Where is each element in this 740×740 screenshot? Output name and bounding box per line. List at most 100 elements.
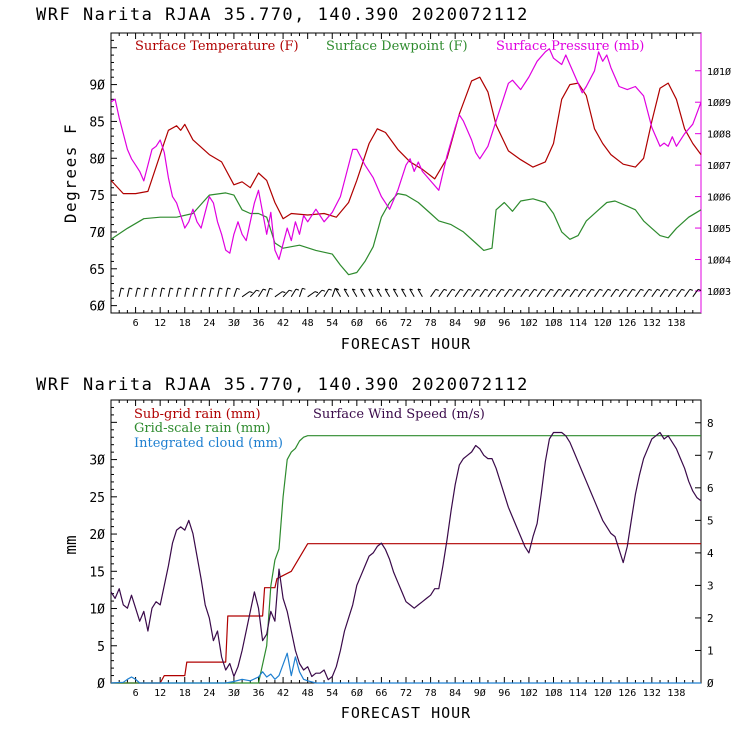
bottom-y-axis-label: mm — [61, 535, 80, 554]
wind-barb-flag — [550, 288, 554, 291]
x-tick-label: 126 — [618, 688, 636, 699]
x-tick-label: 132 — [643, 318, 661, 329]
wind-barb — [368, 288, 374, 298]
x-tick-label: 54 — [326, 688, 338, 699]
x-tick-label: 72 — [400, 318, 412, 329]
wind-barb — [544, 289, 551, 298]
x-tick-label: 84 — [449, 318, 461, 329]
top-chart-title: WRF Narita RJAA 35.770, 140.390 20200721… — [36, 5, 529, 25]
wind-barb — [553, 289, 560, 298]
wind-barb-flag — [393, 288, 397, 291]
wind-barb — [577, 289, 584, 298]
wind-barb-flag — [211, 287, 215, 290]
wind-barb-flag — [120, 287, 125, 290]
wind-barb — [192, 287, 196, 297]
x-tick-label: 66 — [375, 318, 387, 329]
bottom-chart-title: WRF Narita RJAA 35.770, 140.390 20200721… — [36, 375, 529, 395]
x-tick-label: 72 — [400, 688, 412, 699]
wind-barb — [528, 289, 535, 298]
wind-barb — [200, 287, 204, 297]
wind-barb-flag — [492, 288, 497, 291]
x-tick-label: 48 — [302, 688, 314, 699]
wind-barb-flag — [583, 288, 587, 291]
wind-barb — [241, 291, 250, 298]
x-tick-label: 78 — [425, 688, 437, 699]
wind-barb — [585, 289, 592, 298]
legend-subgrid-rain: Sub-grid rain (mm) — [134, 407, 261, 422]
x-tick-label: 66 — [375, 688, 387, 699]
sub-grid-rain-line — [111, 543, 701, 684]
wind-barb-flag — [509, 288, 513, 291]
wind-barb — [479, 289, 486, 298]
wind-barb-flag — [321, 289, 326, 292]
wind-barb — [594, 289, 601, 298]
top-y-axis: 6Ø 65 7Ø 75 8Ø 85 9Ø — [89, 32, 117, 315]
x-tick-label: 84 — [449, 688, 461, 699]
wind-barb — [409, 288, 415, 298]
wind-barb-flag — [648, 288, 652, 291]
y-tick-label: 6Ø — [89, 300, 105, 315]
wind-barb — [561, 289, 568, 298]
wind-barb-flag — [632, 288, 636, 291]
x-tick-label: 6Ø — [351, 687, 363, 699]
wind-barb — [676, 289, 683, 298]
y2-tick-label: 6 — [707, 482, 714, 495]
x-tick-label: 12 — [154, 688, 166, 699]
wind-barb — [184, 287, 188, 297]
y2-tick-label: 1ØØ7 — [707, 160, 731, 172]
wind-barb-flag — [624, 288, 628, 291]
y-tick-label: 3Ø — [89, 454, 105, 469]
wind-barb — [651, 289, 658, 298]
surface-pressure-line — [110, 48, 702, 261]
x-tick-label: 3Ø — [228, 687, 240, 699]
wind-barb-flag — [417, 288, 422, 291]
wind-barb — [446, 289, 453, 298]
x-tick-label: 1Ø2 — [520, 317, 538, 329]
wind-barb-flag — [542, 288, 546, 291]
y2-tick-label: 4 — [707, 547, 714, 560]
wind-barb — [282, 289, 290, 298]
wind-barb — [692, 289, 699, 298]
wind-barb — [392, 288, 399, 298]
wind-barb-flag — [256, 289, 260, 292]
wind-barb-flag — [360, 288, 364, 291]
wind-barb-flag — [384, 288, 389, 291]
wind-barb — [360, 288, 366, 298]
legend-pressure: Surface Pressure (mb) — [496, 39, 644, 54]
x-tick-label: 114 — [569, 318, 587, 329]
top-x-axis: 6 12 18 24 3Ø 36 42 48 54 6Ø 66 72 78 84 9Ø 96 1Ø2 1Ø8 114… — [118, 33, 694, 329]
wind-barb — [536, 289, 543, 298]
wind-barb-flag — [401, 288, 405, 291]
wind-barb-flag — [328, 288, 332, 291]
x-tick-label: 78 — [425, 318, 437, 329]
wind-barb — [323, 288, 330, 298]
wind-barb-flag — [249, 291, 253, 294]
wind-barb-flag — [615, 288, 620, 291]
wind-barb — [643, 289, 650, 298]
wind-barb-flag — [129, 287, 133, 290]
top-y-axis-label: Degrees F — [61, 123, 80, 223]
y-tick-label: 8Ø — [89, 152, 105, 167]
y2-tick-label: 7 — [707, 449, 714, 462]
wind-barb-flag — [468, 288, 472, 291]
y-tick-label: 25 — [89, 491, 105, 506]
wind-barb-flag — [289, 289, 293, 292]
wind-barb-flag — [409, 288, 413, 291]
legend-integrated-cloud: Integrated cloud (mm) — [134, 436, 283, 451]
wind-barb — [135, 287, 138, 297]
wind-barb — [487, 289, 494, 298]
wind-barb — [126, 287, 130, 297]
y-tick-label: 1Ø — [89, 603, 105, 618]
wind-barb-flag — [656, 288, 661, 291]
y-tick-label: 9Ø — [89, 79, 105, 94]
x-tick-label: 9Ø — [474, 317, 486, 329]
x-tick-label: 42 — [277, 688, 289, 699]
wind-barb-flag — [517, 288, 521, 291]
wind-barb — [626, 289, 633, 298]
bottom-x-axis-label: FORECAST HOUR — [341, 704, 471, 722]
bottom-y-axis: Ø 5 1Ø 15 2Ø 25 3Ø — [89, 399, 117, 692]
x-tick-label: 42 — [277, 318, 289, 329]
x-tick-label: 6 — [133, 688, 139, 699]
wind-barb-flag — [665, 288, 669, 291]
wind-barb-flag — [202, 287, 207, 290]
